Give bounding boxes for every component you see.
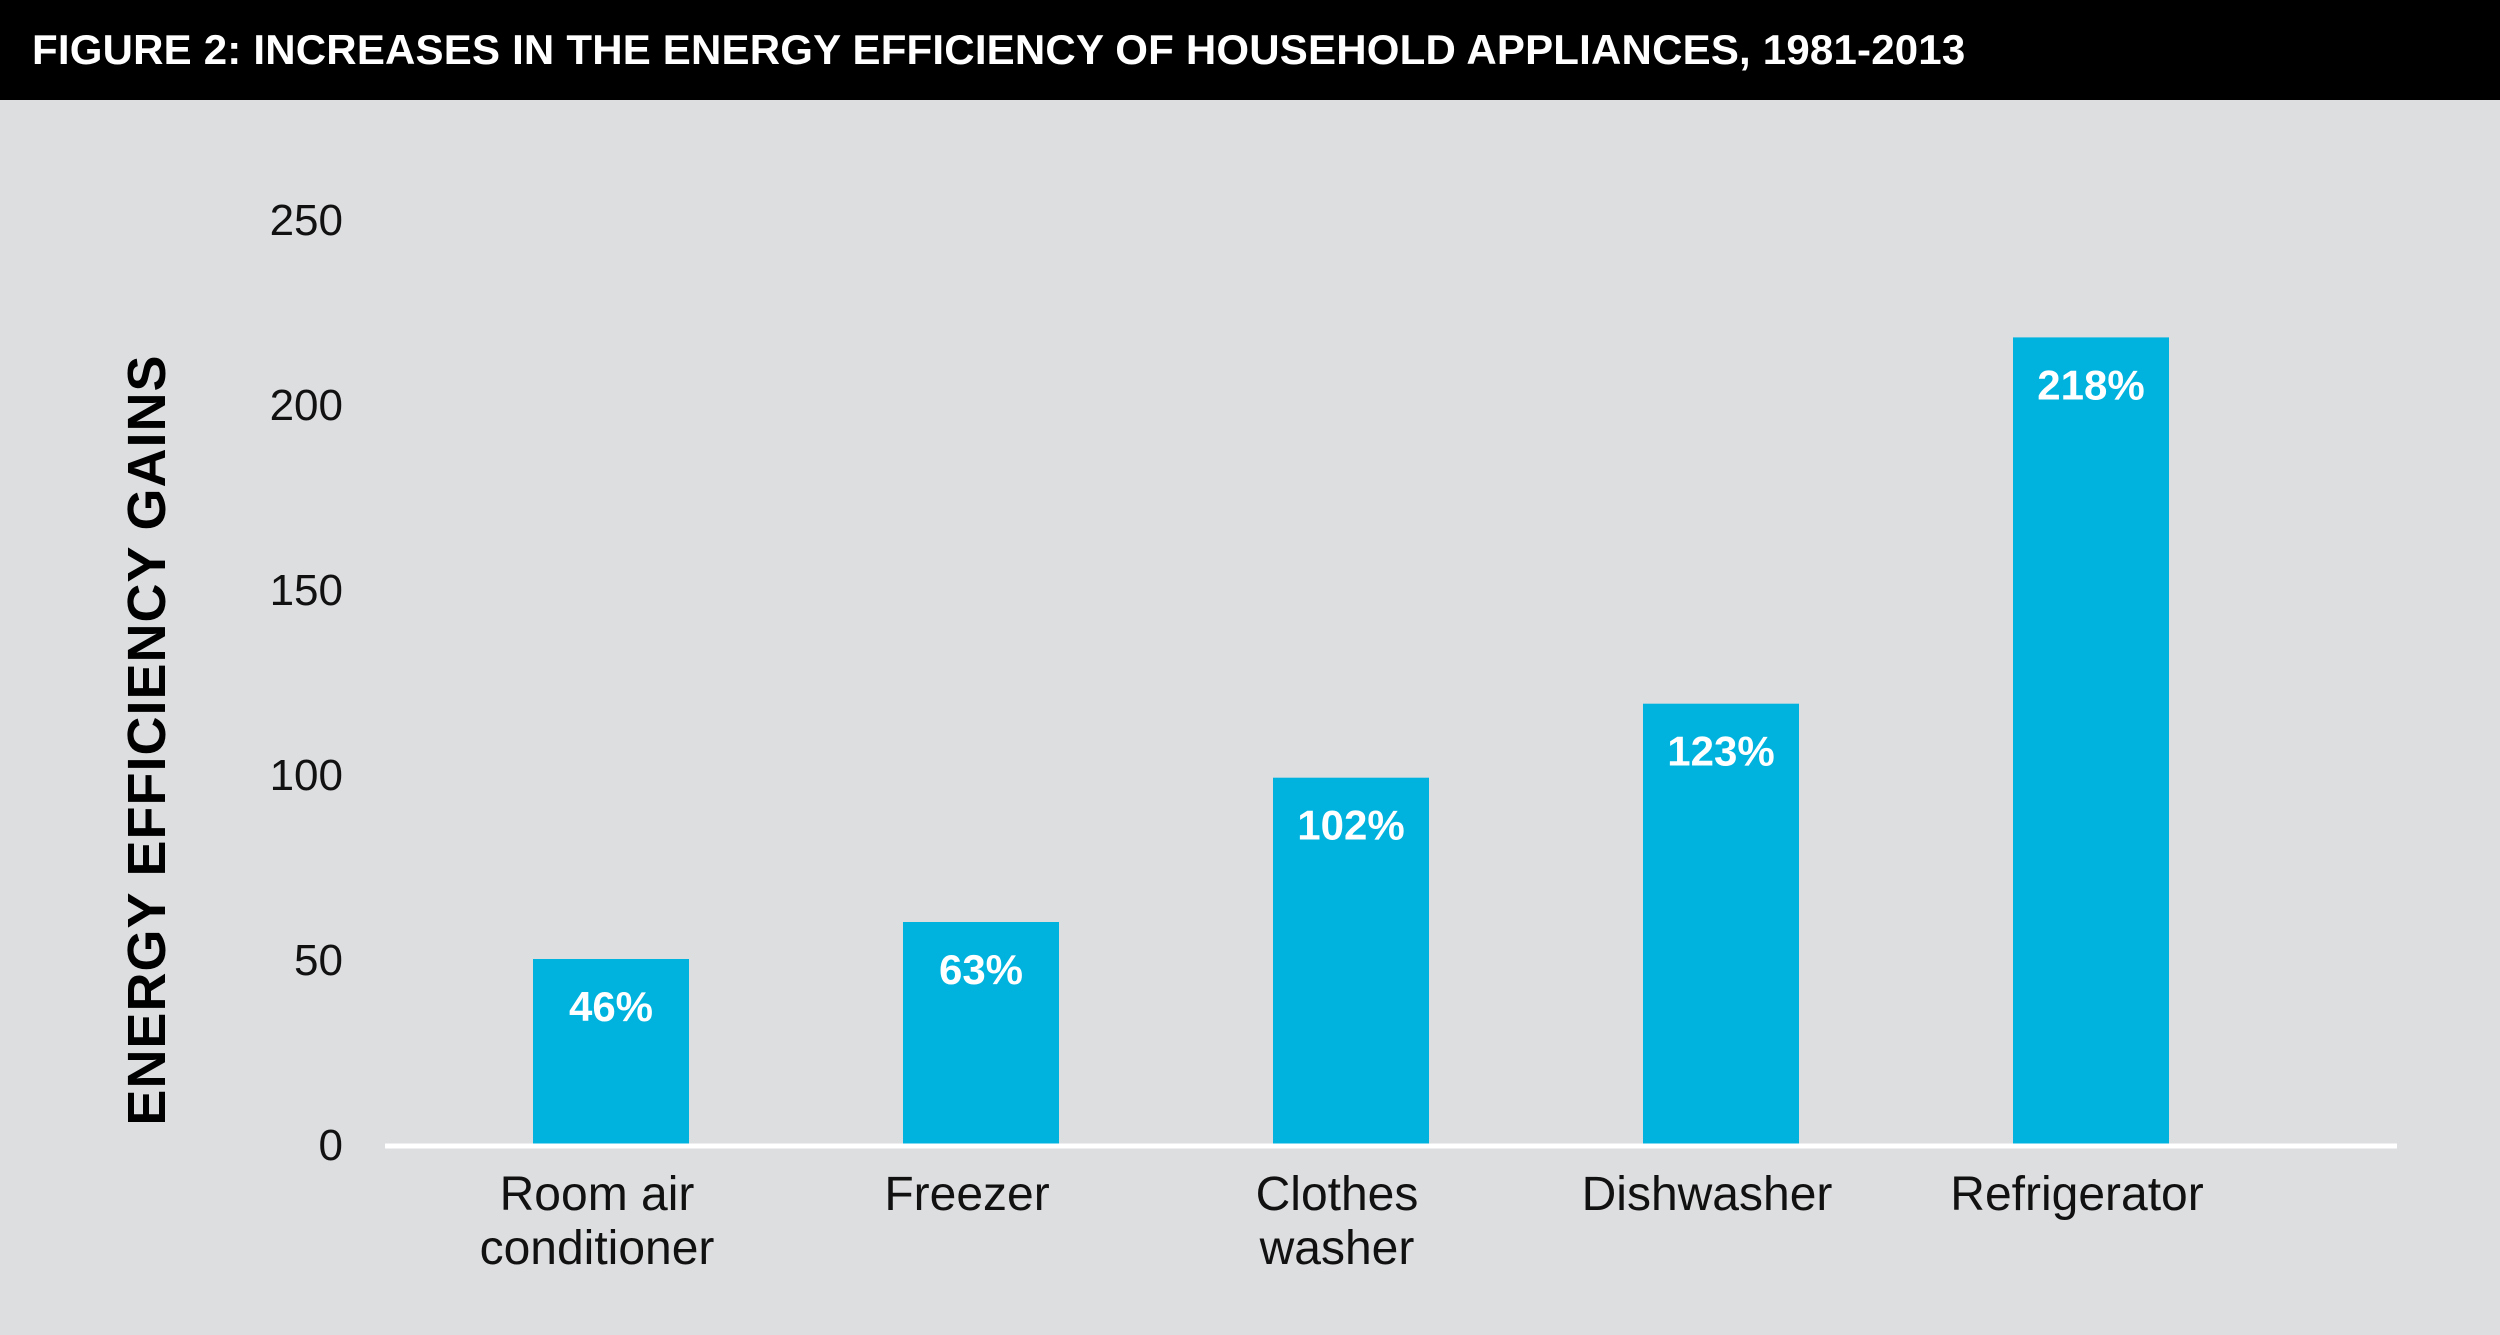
bar-data-label: 102% bbox=[1297, 802, 1404, 849]
y-tick-label: 150 bbox=[270, 566, 343, 615]
bar bbox=[1273, 777, 1429, 1144]
figure-title: FIGURE 2: INCREASES IN THE ENERGY EFFICI… bbox=[0, 0, 2500, 100]
y-axis-title: ENERGY EFFICIENCY GAINS bbox=[117, 354, 177, 1125]
y-axis-ticks: 0 50 100 150 200 250 bbox=[270, 196, 343, 1170]
bar bbox=[2013, 337, 2169, 1144]
bar-data-labels: 46% 63% 102% 123% 218% bbox=[569, 361, 2145, 1030]
bar-data-label: 63% bbox=[939, 946, 1023, 993]
x-category-label: Room air bbox=[500, 1168, 695, 1221]
x-category-label: Refrigerator bbox=[1950, 1168, 2203, 1221]
y-tick-label: 100 bbox=[270, 751, 343, 800]
bar-data-label: 218% bbox=[2037, 361, 2144, 408]
y-tick-label: 200 bbox=[270, 381, 343, 430]
y-tick-label: 0 bbox=[319, 1121, 343, 1170]
x-category-label: washer bbox=[1259, 1222, 1415, 1275]
bar bbox=[1643, 703, 1799, 1144]
x-category-label: Freezer bbox=[884, 1168, 1049, 1221]
bar bbox=[903, 922, 1059, 1144]
y-tick-label: 250 bbox=[270, 196, 343, 245]
x-category-label: Clothes bbox=[1256, 1168, 1419, 1221]
bar bbox=[533, 959, 689, 1144]
y-tick-label: 50 bbox=[294, 936, 343, 985]
bar-data-label: 46% bbox=[569, 983, 653, 1030]
bar-data-label: 123% bbox=[1667, 728, 1774, 775]
bars bbox=[533, 337, 2169, 1144]
x-category-label: conditioner bbox=[480, 1222, 715, 1275]
x-category-label: Dishwasher bbox=[1582, 1168, 1833, 1221]
